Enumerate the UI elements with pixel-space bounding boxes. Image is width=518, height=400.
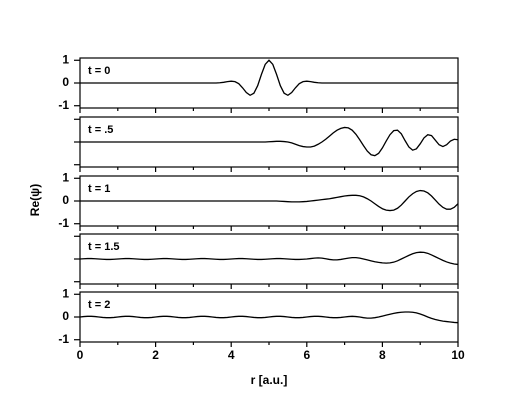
wave-line [79,311,459,324]
panel-label: t = 2 [88,299,110,311]
x-tick-label: 8 [379,348,386,362]
y-tick-label: 0 [62,309,69,323]
x-tick-label: 4 [228,348,235,362]
x-tick-label: 10 [451,348,465,362]
wave-line [80,59,458,97]
panel-label: t = .5 [88,124,113,136]
y-tick-label: 0 [62,193,69,207]
wave-line [80,126,459,157]
x-axis-label: r [a.u.] [251,373,288,387]
y-tick-label: 0 [62,75,69,89]
panel-label: t = 1.5 [88,241,120,253]
y-tick-label: 1 [62,170,69,184]
panel-label: t = 0 [88,65,110,77]
y-tick-label: -1 [58,332,69,346]
wave-line [79,251,459,266]
panel-label: t = 1 [88,183,110,195]
y-axis-label: Re(ψ) [28,184,42,216]
wave-line [80,189,459,212]
x-tick-label: 2 [152,348,159,362]
y-tick-label: -1 [58,98,69,112]
y-tick-label: 1 [62,286,69,300]
y-tick-label: -1 [58,216,69,230]
x-tick-label: 0 [77,348,84,362]
y-tick-label: 1 [62,52,69,66]
x-tick-label: 6 [303,348,310,362]
